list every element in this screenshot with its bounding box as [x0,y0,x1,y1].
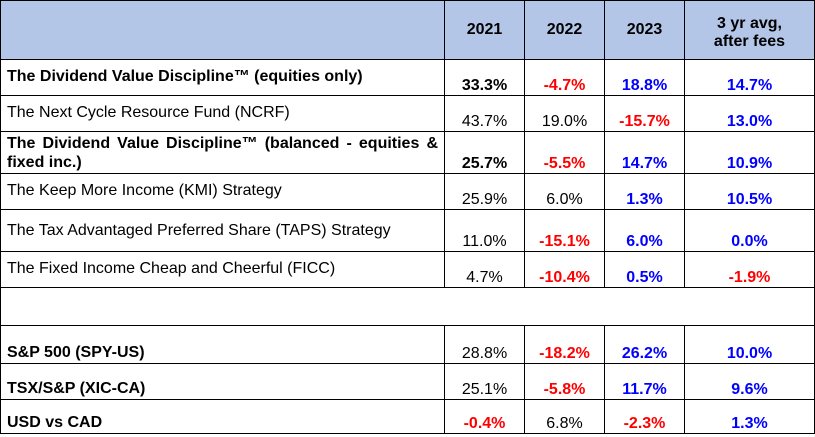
cell-2022: -5.8% [524,363,605,400]
cell-avg: 10.9% [684,131,815,174]
cell-avg: 9.6% [684,363,815,400]
table-row: The Next Cycle Resource Fund (NCRF) 43.7… [0,95,815,132]
row-name: The Fixed Income Cheap and Cheerful (FIC… [0,251,445,288]
cell-2022: -18.2% [524,325,605,364]
cell-2021: -0.4% [444,399,525,434]
cell-avg: 0.0% [684,209,815,252]
cell-avg: 13.0% [684,95,815,132]
cell-2021: 11.0% [444,209,525,252]
cell-2023: 11.7% [604,363,685,400]
cell-2022: -5.5% [524,131,605,174]
table-row: The Dividend Value Discipline™ (equities… [0,59,815,96]
cell-avg: -1.9% [684,251,815,288]
cell-2021: 25.7% [444,131,525,174]
cell-2023: 26.2% [604,325,685,364]
table-row: The Fixed Income Cheap and Cheerful (FIC… [0,251,815,288]
cell-2021: 33.3% [444,59,525,96]
cell-2021: 25.1% [444,363,525,400]
header-row: 2021 2022 2023 3 yr avg, after fees [0,0,815,60]
table-row: The Dividend Value Discipline™ (balanced… [0,131,815,174]
cell-2023: 0.5% [604,251,685,288]
table-row: The Tax Advantaged Preferred Share (TAPS… [0,209,815,252]
cell-2023: -2.3% [604,399,685,434]
cell-avg: 1.3% [684,399,815,434]
row-name: The Tax Advantaged Preferred Share (TAPS… [0,209,445,252]
header-avg-line2: after fees [713,33,786,50]
cell-avg: 10.5% [684,173,815,210]
header-2022: 2022 [524,0,605,60]
cell-2022: -4.7% [524,59,605,96]
row-name: USD vs CAD [0,399,445,434]
cell-2021: 4.7% [444,251,525,288]
header-2023: 2023 [604,0,685,60]
row-name: S&P 500 (SPY-US) [0,325,445,364]
cell-2023: 14.7% [604,131,685,174]
cell-2023: 1.3% [604,173,685,210]
cell-2023: 18.8% [604,59,685,96]
cell-2022: -10.4% [524,251,605,288]
row-name: The Keep More Income (KMI) Strategy [0,173,445,210]
table-row: USD vs CAD -0.4% 6.8% -2.3% 1.3% [0,399,815,434]
cell-2022: -15.1% [524,209,605,252]
cell-2022: 19.0% [524,95,605,132]
header-2021: 2021 [444,0,525,60]
cell-avg: 14.7% [684,59,815,96]
cell-2023: 6.0% [604,209,685,252]
cell-2022: 6.0% [524,173,605,210]
header-name-cell [0,0,445,60]
row-name: The Dividend Value Discipline™ (equities… [0,59,445,96]
row-name: TSX/S&P (XIC-CA) [0,363,445,400]
header-avg-line1: 3 yr avg, [717,15,782,32]
cell-2021: 28.8% [444,325,525,364]
row-name: The Dividend Value Discipline™ (balanced… [0,131,445,174]
cell-avg: 10.0% [684,325,815,364]
cell-2022: 6.8% [524,399,605,434]
row-name: The Next Cycle Resource Fund (NCRF) [0,95,445,132]
spacer-row [0,287,815,326]
cell-2021: 25.9% [444,173,525,210]
table-row: The Keep More Income (KMI) Strategy 25.9… [0,173,815,210]
cell-2021: 43.7% [444,95,525,132]
cell-2023: -15.7% [604,95,685,132]
spacer-cell [0,287,815,326]
table-row: TSX/S&P (XIC-CA) 25.1% -5.8% 11.7% 9.6% [0,363,815,400]
table-row: S&P 500 (SPY-US) 28.8% -18.2% 26.2% 10.0… [0,325,815,364]
header-3yr-avg: 3 yr avg, after fees [684,0,815,60]
